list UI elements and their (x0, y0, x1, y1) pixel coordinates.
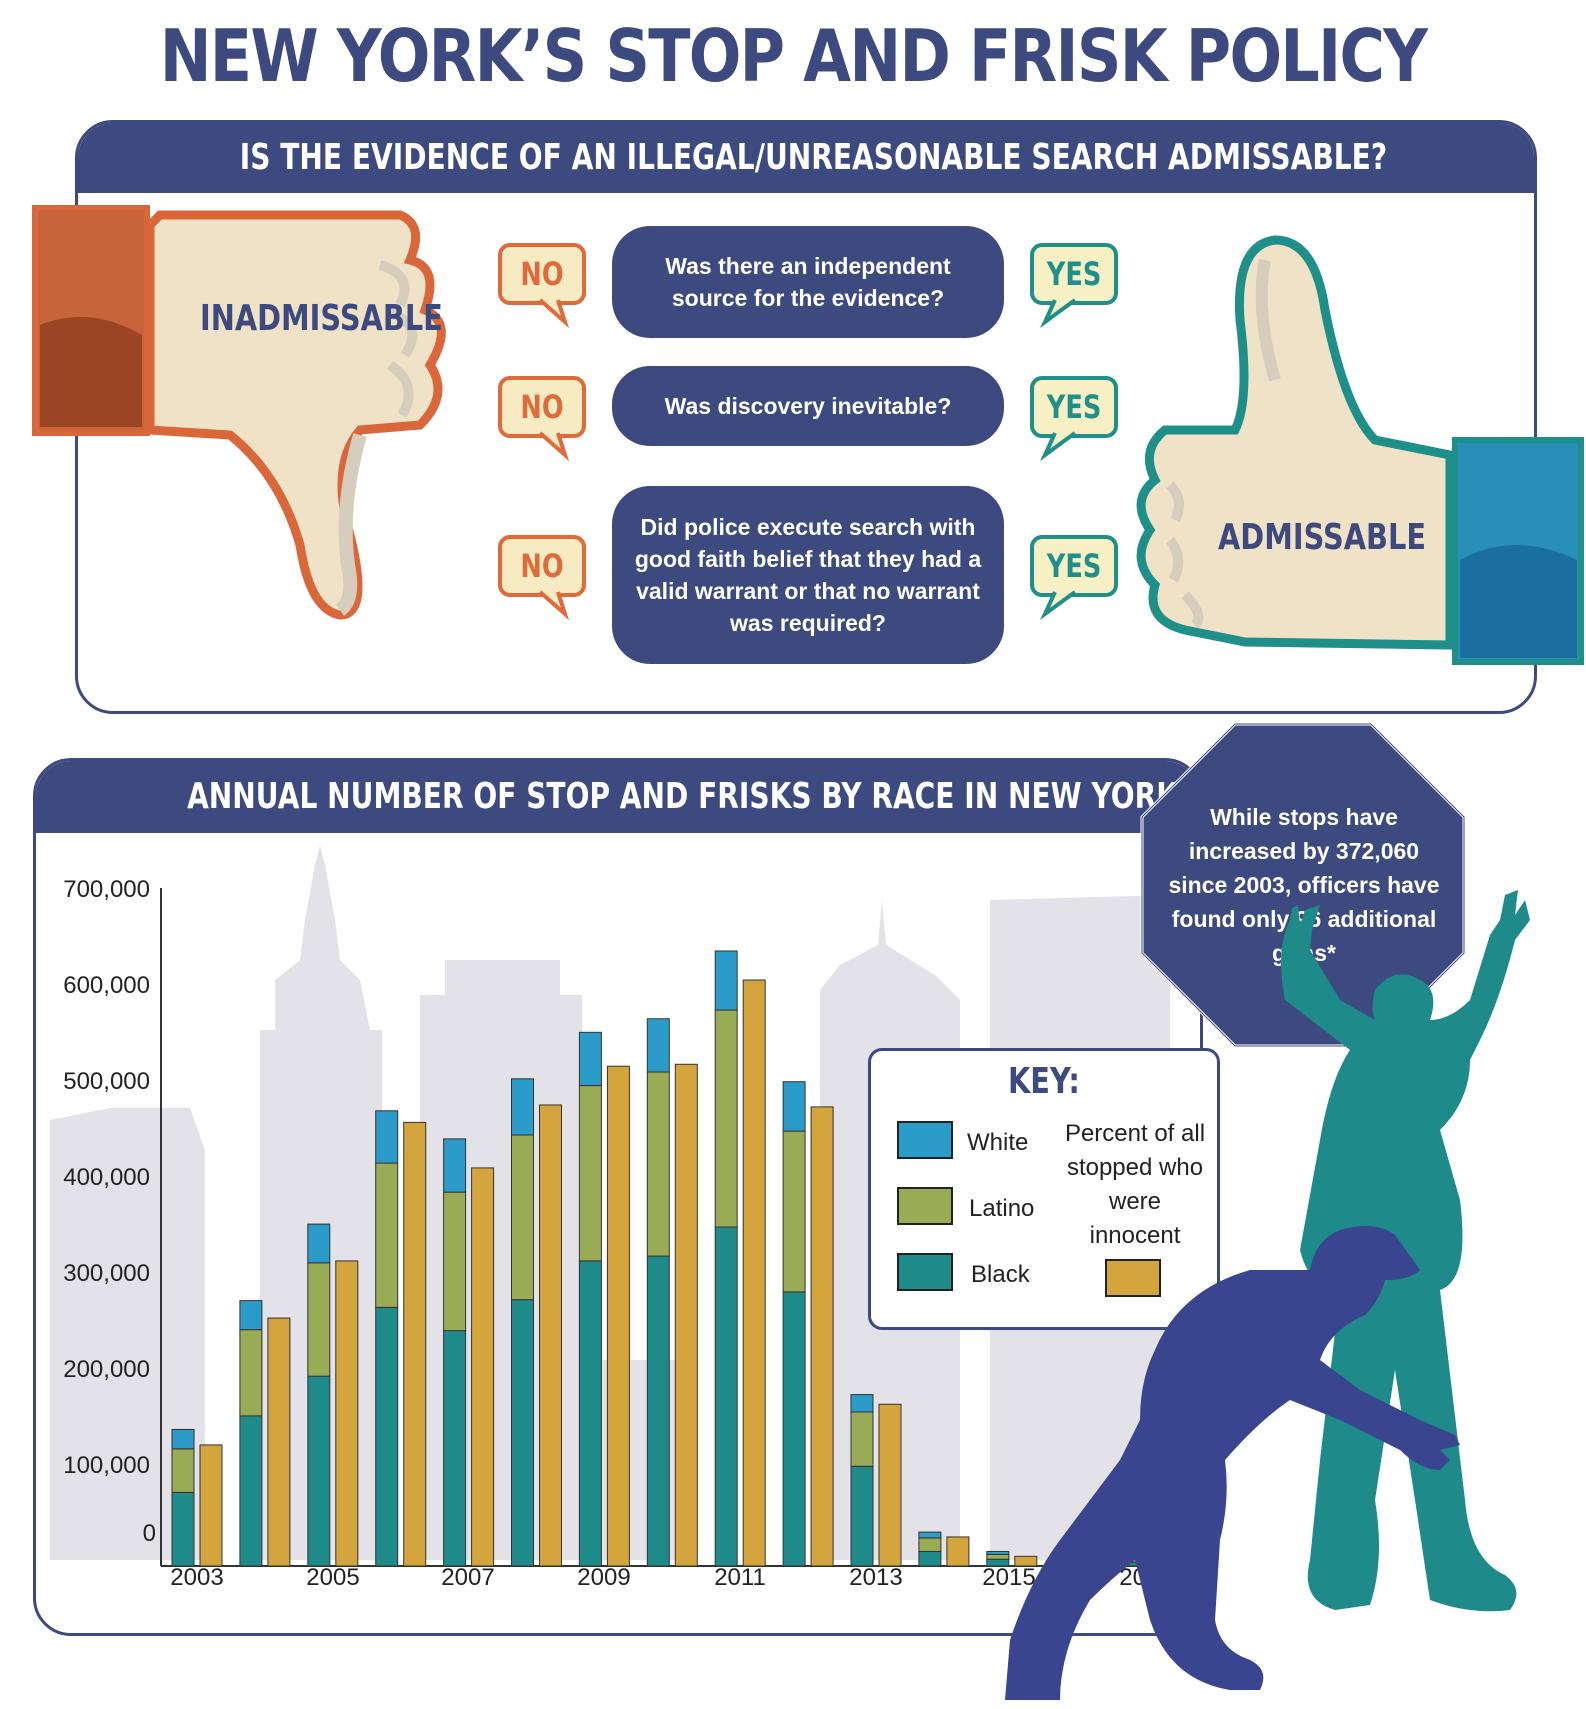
x-tick-2005: 2005 (306, 1564, 360, 1591)
x-tick-2011: 2011 (714, 1564, 766, 1591)
bar-white-2008 (511, 1078, 534, 1136)
legend-title: KEY: (1008, 1061, 1080, 1102)
admissable-label: ADMISSABLE (1218, 517, 1427, 558)
bar-white-2003 (171, 1428, 195, 1450)
bar-white-2009 (578, 1031, 602, 1087)
yes-bubble-2: YES (1030, 376, 1118, 438)
legend-swatch-innocent (1105, 1259, 1161, 1297)
x-tick-2013: 2013 (849, 1564, 903, 1591)
bar-white-2014 (918, 1531, 942, 1539)
y-tick-0: 0 (142, 1520, 156, 1547)
x-tick-2009: 2009 (577, 1564, 631, 1591)
bar-white-2015 (986, 1550, 1010, 1555)
y-tick-300000: 300,000 (63, 1260, 150, 1287)
bar-innocent-2009 (606, 1065, 630, 1567)
bar-innocent-2012 (810, 1106, 834, 1567)
bar-innocent-2015 (1014, 1555, 1038, 1567)
legend-swatch-white (897, 1121, 953, 1159)
x-tick-2003: 2003 (170, 1564, 224, 1591)
bar-white-2010 (646, 1018, 670, 1073)
legend-label-white: White (967, 1129, 1029, 1156)
bar-innocent-2014 (946, 1536, 970, 1567)
bar-white-2011 (714, 950, 738, 1011)
legend-swatch-latino (897, 1187, 953, 1225)
chart-header: ANNUAL NUMBER OF STOP AND FRISKS BY RACE… (36, 761, 1200, 833)
bar-white-2013 (850, 1394, 874, 1413)
legend-label-latino: Latino (969, 1195, 1035, 1222)
thumbs-down-icon (32, 205, 446, 620)
bar-white-2012 (782, 1081, 806, 1132)
bar-innocent-2008 (539, 1104, 562, 1567)
y-tick-100000: 100,000 (63, 1452, 150, 1479)
thumbs-up-icon (1136, 235, 1584, 665)
legend-label-black: Black (971, 1261, 1030, 1288)
y-tick-700000: 700,000 (63, 876, 150, 903)
bar-innocent-2011 (742, 979, 766, 1567)
bar-innocent-2010 (674, 1063, 698, 1567)
admissibility-header: IS THE EVIDENCE OF AN ILLEGAL/UNREASONAB… (78, 123, 1534, 193)
question-inevitable-discovery: Was discovery inevitable? (612, 366, 1004, 446)
bar-innocent-2006 (403, 1121, 427, 1567)
y-tick-600000: 600,000 (63, 972, 150, 999)
question-good-faith: Did police execute search with good fait… (612, 486, 1004, 664)
x-tick-2015: 2015 (982, 1564, 1036, 1591)
legend-swatch-black (897, 1253, 953, 1291)
yes-bubble-3: YES (1030, 535, 1118, 597)
y-tick-200000: 200,000 (63, 1356, 150, 1383)
x-tick-2007: 2007 (441, 1564, 495, 1591)
bar-white-2006 (375, 1110, 399, 1164)
officer-silhouette (1005, 1226, 1460, 1700)
bar-innocent-2013 (878, 1403, 902, 1567)
bar-innocent-2003 (199, 1444, 223, 1567)
bar-innocent-2005 (335, 1260, 359, 1567)
question-independent-source: Was there an independent source for the … (612, 226, 1004, 338)
bar-white-2005 (307, 1223, 331, 1264)
chart-legend: KEY: White Latino Black Percent of all s… (868, 1048, 1220, 1330)
inadmissable-label: INADMISSABLE (200, 298, 443, 339)
bubble-tails (538, 298, 1077, 621)
legend-label-innocent: Percent of all stopped who were innocent (1064, 1120, 1206, 1249)
no-bubble-2: NO (498, 376, 586, 438)
page-title: NEW YORK’S STOP AND FRISK POLICY (159, 14, 1428, 98)
bar-white-2004 (239, 1300, 263, 1331)
y-tick-500000: 500,000 (63, 1068, 150, 1095)
y-tick-400000: 400,000 (63, 1164, 150, 1191)
bar-innocent-2004 (267, 1317, 291, 1567)
bar-white-2007 (443, 1138, 467, 1193)
bar-innocent-2007 (471, 1167, 495, 1567)
